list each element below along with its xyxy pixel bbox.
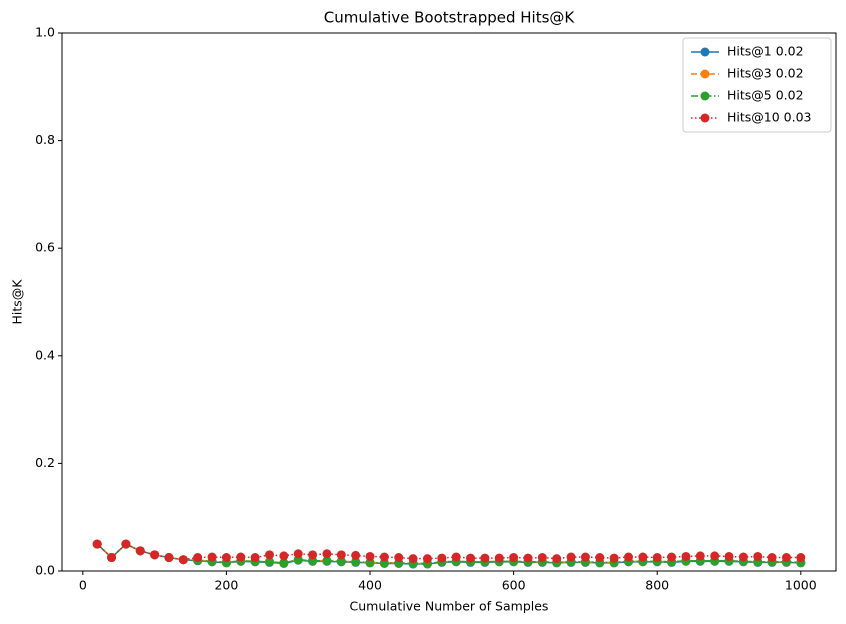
legend-label: Hits@5 0.02 [727,88,804,103]
marker [178,555,188,565]
y-tick-label: 1.0 [35,25,55,40]
marker [638,552,648,562]
marker [365,551,375,561]
marker [164,553,174,563]
marker [623,552,633,562]
marker [351,550,361,560]
marker [681,551,691,561]
legend-box [682,37,832,133]
marker [351,557,361,567]
marker [265,550,275,560]
plot-frame [61,32,837,572]
x-tick-label: 1000 [785,578,817,593]
marker [451,552,461,562]
marker [595,553,605,563]
legend-label: Hits@1 0.02 [727,44,804,59]
marker [265,557,275,567]
marker [92,539,102,549]
marker [308,550,318,560]
marker [193,553,203,563]
marker [566,552,576,562]
legend-marker [700,91,710,101]
marker [279,551,289,561]
y-tick-label: 0.8 [35,132,55,147]
marker [150,550,160,560]
marker [221,553,231,563]
marker [494,553,504,563]
marker [667,552,677,562]
marker [753,551,763,561]
marker [394,553,404,563]
marker [537,553,547,563]
marker [652,553,662,563]
marker [322,549,332,559]
legend-marker [700,47,710,57]
y-tick-label: 0.2 [35,455,55,470]
legend-marker [700,69,710,79]
marker [724,551,734,561]
marker [236,552,246,562]
legend-marker [700,113,710,123]
marker [509,553,519,563]
marker [480,553,490,563]
x-tick-label: 600 [502,578,526,593]
marker [695,551,705,561]
marker [609,553,619,563]
marker [422,554,432,564]
y-axis-label: Hits@K [10,279,25,325]
marker [135,546,145,556]
marker [107,553,117,563]
marker [121,539,131,549]
marker [523,553,533,563]
marker [580,552,590,562]
marker [781,553,791,563]
marker [207,552,217,562]
marker [336,556,346,566]
marker [437,553,447,563]
x-axis-label: Cumulative Number of Samples [350,599,549,614]
marker [336,550,346,560]
marker [279,558,289,568]
x-tick-label: 800 [645,578,669,593]
marker [552,554,562,564]
x-tick-label: 0 [79,578,87,593]
marker [710,551,720,561]
marker [379,552,389,562]
chart-title: Cumulative Bootstrapped Hits@K [324,9,576,27]
y-tick-label: 0.6 [35,240,55,255]
legend-label: Hits@3 0.02 [727,66,804,81]
marker [796,553,806,563]
marker [767,553,777,563]
marker [250,553,260,563]
marker [322,556,332,566]
legend-label: Hits@10 0.03 [727,110,812,125]
x-tick-label: 400 [358,578,382,593]
marker [738,552,748,562]
x-tick-label: 200 [214,578,238,593]
y-tick-label: 0.4 [35,347,55,362]
marker [466,553,476,563]
y-tick-label: 0.0 [35,563,55,578]
marker [293,549,303,559]
marker [408,554,418,564]
